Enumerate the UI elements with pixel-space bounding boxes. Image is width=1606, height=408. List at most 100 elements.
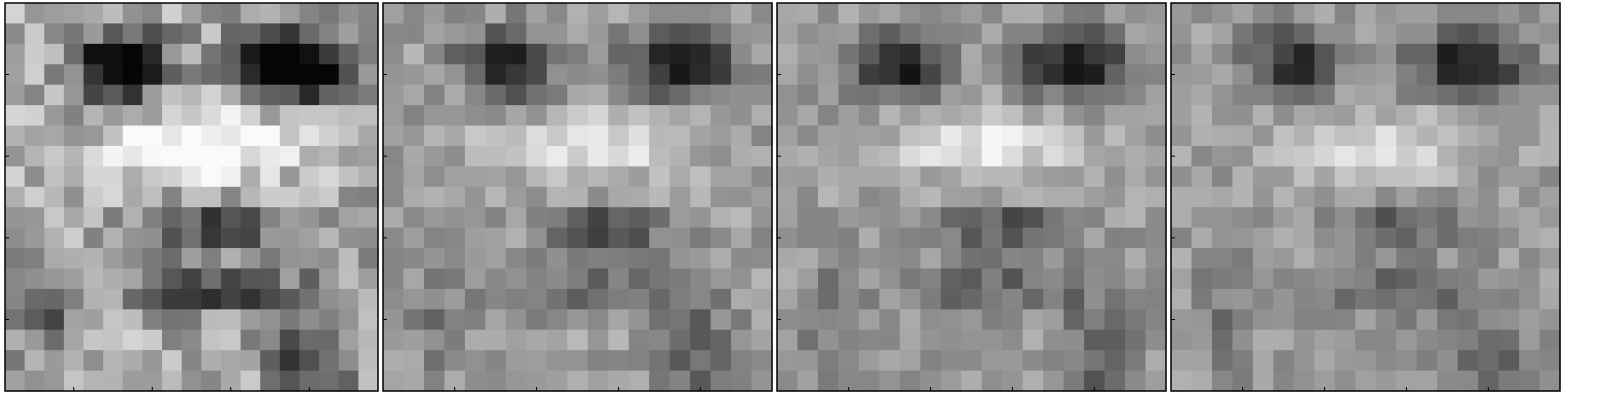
pixel xyxy=(142,105,163,127)
pixel xyxy=(1539,309,1561,331)
pixel xyxy=(240,248,261,270)
pixel xyxy=(920,125,942,147)
pixel xyxy=(358,23,379,45)
pixel xyxy=(981,186,1003,208)
pixel xyxy=(1125,370,1147,392)
pixel xyxy=(1539,64,1561,86)
pixel xyxy=(44,207,65,229)
pixel xyxy=(1457,329,1479,351)
pixel xyxy=(1002,186,1024,208)
pixel xyxy=(777,268,799,290)
pixel xyxy=(690,64,712,86)
pixel xyxy=(1191,3,1213,25)
pixel xyxy=(1314,227,1336,249)
pixel xyxy=(1416,23,1438,45)
pixel xyxy=(1002,248,1024,270)
pixel xyxy=(299,145,320,167)
pixel xyxy=(44,64,65,86)
pixel xyxy=(858,227,880,249)
pixel xyxy=(817,125,840,147)
pixel xyxy=(240,350,261,372)
pixel xyxy=(505,350,527,372)
pixel xyxy=(122,329,144,351)
pixel xyxy=(1416,166,1438,188)
pixel xyxy=(103,84,124,106)
pixel xyxy=(731,268,753,290)
pixel xyxy=(1084,268,1106,290)
pixel xyxy=(1375,64,1397,86)
pixel xyxy=(546,145,568,167)
pixel xyxy=(961,3,983,25)
pixel xyxy=(44,43,65,65)
pixel xyxy=(1171,350,1193,372)
pixel xyxy=(858,43,880,65)
pixel xyxy=(181,207,202,229)
pixel xyxy=(777,3,799,25)
pixel xyxy=(1145,288,1167,310)
pixel xyxy=(403,3,425,25)
pixel xyxy=(526,43,548,65)
pixel xyxy=(103,3,124,25)
pixel xyxy=(961,64,983,86)
pixel xyxy=(1211,288,1234,310)
pixel xyxy=(628,288,650,310)
pixel xyxy=(162,3,183,25)
pixel xyxy=(608,145,630,167)
pixel xyxy=(299,84,320,106)
pixel xyxy=(1232,268,1254,290)
pixel xyxy=(710,309,732,331)
pixel xyxy=(319,207,340,229)
pixel xyxy=(920,248,942,270)
pixel xyxy=(567,350,589,372)
pixel xyxy=(1002,268,1024,290)
pixel xyxy=(1334,370,1356,392)
pixel xyxy=(628,43,650,65)
pixel xyxy=(1375,350,1397,372)
pixel xyxy=(710,288,732,310)
pixel xyxy=(1191,288,1213,310)
pixel xyxy=(838,186,860,208)
pixel xyxy=(403,186,425,208)
pixel xyxy=(444,288,466,310)
pixel xyxy=(751,3,773,25)
pixel xyxy=(403,309,425,331)
pixel xyxy=(358,84,379,106)
pixel xyxy=(1063,105,1085,127)
pixel xyxy=(1145,125,1167,147)
pixel xyxy=(710,186,732,208)
pixel xyxy=(546,105,568,127)
pixel xyxy=(1171,288,1193,310)
pixel xyxy=(817,166,840,188)
pixel xyxy=(1334,125,1356,147)
pixel xyxy=(981,207,1003,229)
pixel xyxy=(403,166,425,188)
pixel xyxy=(1396,3,1418,25)
pixel xyxy=(817,268,840,290)
pixel xyxy=(1355,288,1377,310)
pixel xyxy=(1252,309,1274,331)
pixel xyxy=(1145,370,1167,392)
pixel xyxy=(1396,288,1418,310)
pixel xyxy=(1022,309,1044,331)
pixel xyxy=(63,43,85,65)
pixel xyxy=(201,288,222,310)
pixel xyxy=(1022,207,1044,229)
pixel xyxy=(710,350,732,372)
pixel xyxy=(444,309,466,331)
pixel xyxy=(858,3,880,25)
pixel xyxy=(485,166,507,188)
pixel xyxy=(1355,125,1377,147)
pixel xyxy=(961,125,983,147)
pixel xyxy=(505,43,527,65)
pixel xyxy=(1314,268,1336,290)
pixel xyxy=(505,105,527,127)
pixel xyxy=(423,64,446,86)
pixel xyxy=(220,186,242,208)
pixel xyxy=(797,105,819,127)
pixel xyxy=(142,84,163,106)
pixel xyxy=(1252,227,1274,249)
pixel xyxy=(797,186,819,208)
pixel xyxy=(940,350,962,372)
pixel xyxy=(338,186,359,208)
pixel xyxy=(1478,145,1500,167)
